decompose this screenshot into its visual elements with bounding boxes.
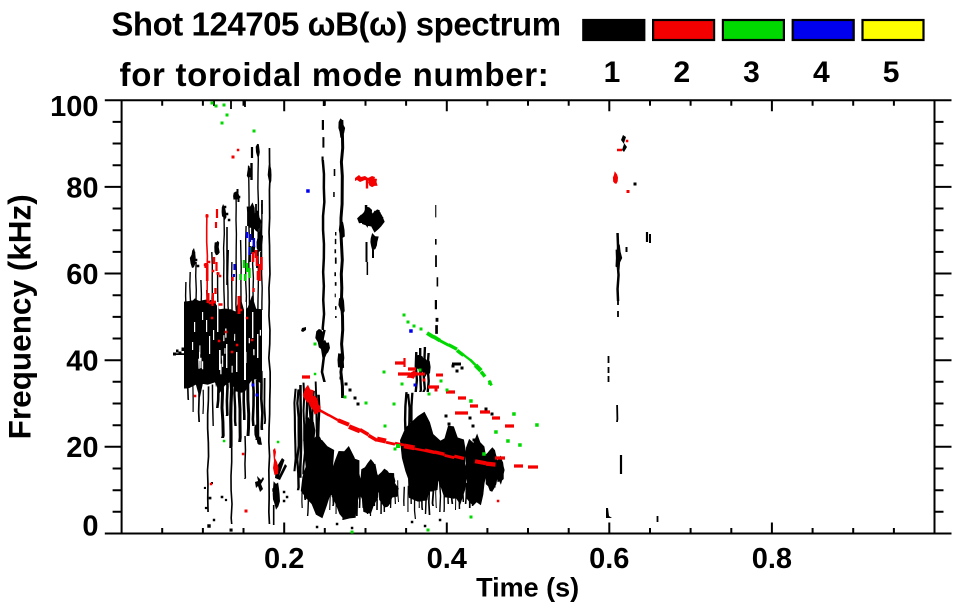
svg-text:Shot 124705 ωB(ω) spectrum: Shot 124705 ωB(ω) spectrum — [111, 5, 560, 42]
svg-text:20: 20 — [66, 432, 98, 464]
svg-text:Frequency (kHz): Frequency (kHz) — [2, 194, 38, 439]
svg-text:0.2: 0.2 — [264, 543, 304, 575]
svg-text:80: 80 — [66, 172, 98, 204]
svg-text:100: 100 — [50, 91, 98, 123]
svg-text:1: 1 — [604, 56, 621, 89]
svg-text:3: 3 — [743, 56, 760, 89]
svg-text:60: 60 — [66, 259, 98, 291]
svg-text:0.8: 0.8 — [752, 543, 792, 575]
svg-text:for toroidal mode number:: for toroidal mode number: — [120, 56, 550, 93]
svg-text:5: 5 — [883, 56, 900, 89]
svg-text:Time (s): Time (s) — [476, 573, 579, 603]
svg-text:0.4: 0.4 — [427, 543, 467, 575]
svg-text:4: 4 — [813, 56, 830, 89]
svg-text:0: 0 — [82, 510, 98, 542]
svg-text:40: 40 — [66, 346, 98, 378]
svg-text:2: 2 — [673, 56, 690, 89]
svg-text:0.6: 0.6 — [589, 543, 629, 575]
